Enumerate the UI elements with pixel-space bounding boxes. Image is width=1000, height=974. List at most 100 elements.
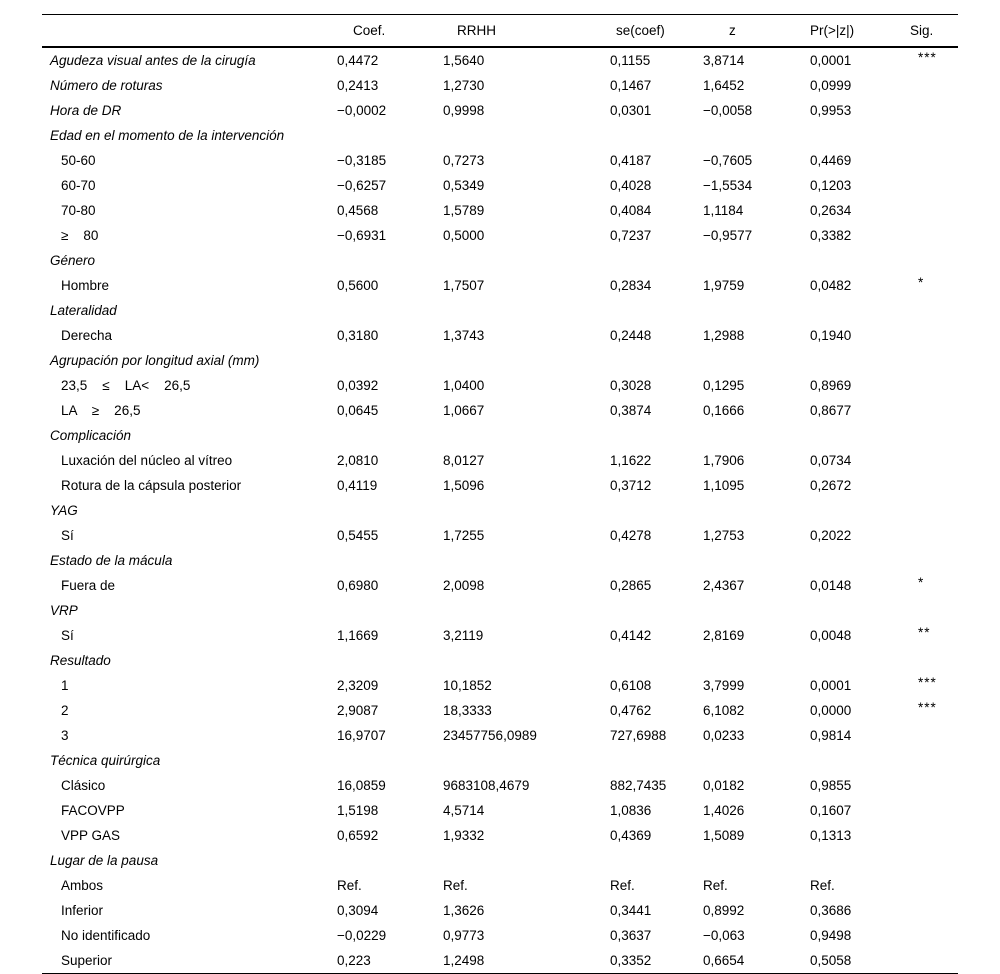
cell-rrhh: 18,3333 [443, 703, 492, 718]
cell-pr [810, 548, 905, 573]
cell-rrhh [443, 848, 610, 873]
cell-rrhh: 1,0400 [443, 378, 485, 393]
cell-sig [905, 873, 958, 898]
cell-se: 727,6988 [610, 728, 667, 743]
cell-se: 0,3637 [610, 928, 652, 943]
cell-rrhh: 4,5714 [443, 803, 485, 818]
cell-sig: *** [918, 700, 937, 715]
cell-se [610, 348, 703, 373]
column-header-pr-z: Pr(>|z|) [810, 23, 855, 38]
cell-rrhh [443, 498, 610, 523]
row-label: Fuera de [61, 578, 116, 593]
cell-z: Ref. [703, 878, 728, 893]
cell-z: 2,8169 [703, 628, 745, 643]
cell-se: 0,4369 [610, 828, 652, 843]
cell-z: 0,1295 [703, 378, 745, 393]
cell-se [610, 423, 703, 448]
cell-pr: 0,0001 [810, 53, 852, 68]
cell-se: 1,0836 [610, 803, 652, 818]
table-row: No identificado −0,0229 0,9773 0,3637 −0… [42, 923, 958, 948]
table-body: Agudeza visual antes de la cirugía 0,447… [42, 47, 958, 973]
cell-pr [810, 123, 905, 148]
cell-se: 0,3352 [610, 953, 652, 968]
cell-sig [905, 373, 958, 398]
table-row: 3 16,9707 23457756,0989 727,6988 0,0233 … [42, 723, 958, 748]
row-label: Sí [61, 528, 74, 543]
row-label: Superior [61, 953, 113, 968]
column-header-rrhh: RRHH [457, 23, 496, 38]
table-row: ≥ 80 −0,6931 0,5000 0,7237 −0,9577 0,338… [42, 223, 958, 248]
cell-se: 0,3441 [610, 903, 652, 918]
cell-sig [905, 923, 958, 948]
cell-sig [905, 648, 958, 673]
table-row: 70-80 0,4568 1,5789 0,4084 1,1184 0,2634 [42, 198, 958, 223]
cell-pr: Ref. [810, 878, 835, 893]
cell-rrhh: 0,9773 [443, 928, 485, 943]
row-label: Sí [61, 628, 74, 643]
cell-pr: 0,0734 [810, 453, 852, 468]
cell-z: 1,1095 [703, 478, 745, 493]
cell-se: 0,4142 [610, 628, 652, 643]
cell-z: −0,063 [703, 928, 745, 943]
cell-sig [905, 798, 958, 823]
cell-rrhh: 2,0098 [443, 578, 485, 593]
cell-pr [810, 248, 905, 273]
cell-z: 1,5089 [703, 828, 745, 843]
table-row: Ambos Ref. Ref. Ref. Ref. Ref. [42, 873, 958, 898]
cell-se: 0,1467 [610, 78, 652, 93]
row-label: Clásico [61, 778, 106, 793]
cell-pr: 0,2672 [810, 478, 852, 493]
cell-sig [905, 223, 958, 248]
cell-z: 0,1666 [703, 403, 745, 418]
cell-se: 0,2865 [610, 578, 652, 593]
cell-sig: *** [918, 675, 937, 690]
cell-coef: Ref. [337, 878, 362, 893]
cell-pr: 0,9814 [810, 728, 852, 743]
cell-rrhh [443, 648, 610, 673]
table-row: Estado de la mácula [42, 548, 958, 573]
cell-rrhh [443, 123, 610, 148]
cell-coef: 0,2413 [337, 78, 379, 93]
cell-rrhh: 9683108,4679 [443, 778, 530, 793]
table-row: Inferior 0,3094 1,3626 0,3441 0,8992 0,3… [42, 898, 958, 923]
cell-coef: 0,4472 [337, 53, 379, 68]
cell-rrhh: 1,7507 [443, 278, 485, 293]
cell-pr: 0,0000 [810, 703, 852, 718]
table-row: FACOVPP 1,5198 4,5714 1,0836 1,4026 0,16… [42, 798, 958, 823]
cell-se [610, 648, 703, 673]
cell-se: Ref. [610, 878, 635, 893]
cell-se: 1,1622 [610, 453, 652, 468]
column-header-z: z [729, 23, 736, 38]
table-header: Coef. RRHH se(coef) z Pr(>|z|) Sig. [42, 15, 958, 47]
cell-rrhh: 0,5000 [443, 228, 485, 243]
cell-pr [810, 423, 905, 448]
row-label: VRP [50, 603, 78, 618]
cell-se [610, 498, 703, 523]
cell-z [703, 423, 810, 448]
cell-sig [905, 298, 958, 323]
cell-z: 3,8714 [703, 53, 745, 68]
table-row: Rotura de la cápsula posterior 0,4119 1,… [42, 473, 958, 498]
cell-pr: 0,3686 [810, 903, 852, 918]
cell-rrhh [443, 548, 610, 573]
cell-coef [337, 298, 443, 323]
cell-pr: 0,0048 [810, 628, 852, 643]
row-label: Edad en el momento de la intervención [50, 128, 285, 143]
cell-pr: 0,9498 [810, 928, 852, 943]
cell-sig [905, 98, 958, 123]
cell-pr: 0,0001 [810, 678, 852, 693]
cell-coef: 0,4119 [337, 478, 378, 493]
cell-rrhh [443, 423, 610, 448]
cell-sig [905, 448, 958, 473]
cell-coef: 0,3180 [337, 328, 379, 343]
cell-coef: 2,9087 [337, 703, 379, 718]
cell-sig [905, 898, 958, 923]
cell-z [703, 348, 810, 373]
cell-z: 1,7906 [703, 453, 745, 468]
cell-sig [905, 723, 958, 748]
cell-z: 0,0233 [703, 728, 745, 743]
cell-z: −0,7605 [703, 153, 753, 168]
cell-sig [905, 748, 958, 773]
cell-coef: −0,3185 [337, 153, 387, 168]
cell-pr: 0,9855 [810, 778, 852, 793]
